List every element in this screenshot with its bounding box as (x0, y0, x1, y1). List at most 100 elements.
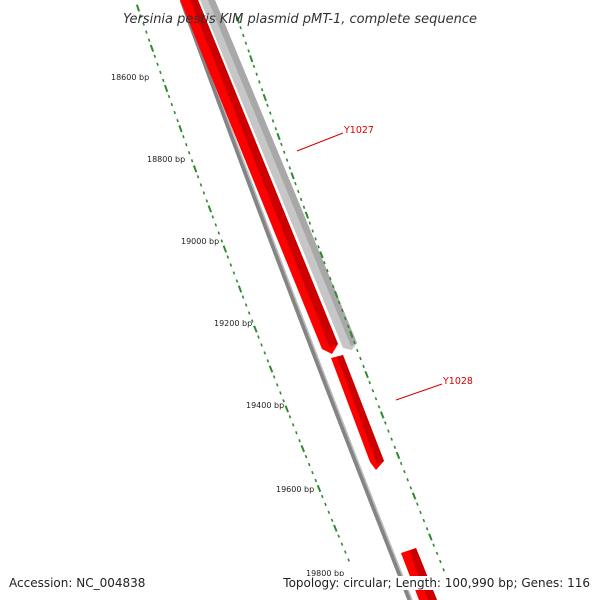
major-tick (207, 205, 213, 213)
major-tick (149, 44, 155, 52)
minor-tick (302, 205, 306, 209)
minor-tick (337, 534, 341, 538)
left-tick-track (135, 4, 350, 562)
major-tick (304, 211, 310, 219)
minor-tick (153, 54, 157, 58)
major-tick (379, 411, 385, 419)
minor-tick (346, 324, 350, 329)
minor-tick (442, 568, 445, 572)
minor-tick (439, 559, 442, 564)
minor-tick (331, 284, 335, 289)
minor-tick (156, 62, 159, 67)
topology-summary: Topology: circular; Length: 100,990 bp; … (283, 576, 590, 590)
major-tick (178, 125, 183, 133)
minor-tick (244, 41, 248, 45)
minor-tick (374, 397, 378, 401)
minor-tick (337, 300, 341, 305)
major-tick (319, 251, 324, 259)
minor-tick (214, 223, 218, 227)
minor-tick (326, 268, 329, 273)
minor-tick (255, 72, 258, 76)
minor-tick (139, 14, 143, 18)
minor-tick (187, 151, 191, 155)
minor-tick (390, 437, 393, 441)
tick-label-19800: 19800 bp (306, 569, 344, 578)
minor-tick (217, 231, 221, 235)
gene-red-feature-upper-shade (190, 0, 338, 348)
minor-tick (266, 359, 270, 363)
minor-tick (308, 221, 312, 225)
minor-tick (196, 175, 200, 179)
major-tick (253, 325, 258, 333)
minor-tick (298, 439, 301, 443)
major-tick (276, 132, 281, 141)
minor-tick (257, 335, 260, 339)
major-tick (135, 4, 141, 12)
minor-tick (409, 486, 413, 490)
major-tick (268, 365, 274, 373)
tick-label-18600: 18600 bp (111, 73, 149, 82)
gene-y1028-leader-line (395, 383, 443, 401)
minor-tick (307, 462, 311, 467)
major-tick (300, 445, 306, 453)
minor-tick (288, 166, 292, 170)
major-tick (192, 165, 198, 173)
major-tick (411, 492, 417, 500)
major-tick (333, 524, 338, 532)
minor-tick (432, 543, 436, 547)
minor-tick (239, 26, 242, 30)
minor-tick (202, 191, 206, 195)
tick-label-19200: 19200 bp (214, 319, 252, 328)
minor-tick (190, 159, 194, 163)
minor-tick (304, 454, 308, 459)
minor-tick (274, 127, 278, 131)
minor-tick (232, 271, 236, 275)
major-tick (290, 172, 295, 180)
minor-tick (387, 429, 390, 433)
minor-tick (275, 383, 279, 387)
tick-label-18800: 18800 bp (147, 155, 185, 164)
minor-tick (235, 279, 239, 283)
minor-tick (314, 478, 318, 483)
minor-tick (422, 518, 426, 523)
minor-tick (159, 70, 162, 75)
minor-tick (211, 215, 215, 219)
minor-tick (425, 527, 429, 531)
minor-tick (323, 261, 326, 265)
minor-tick (272, 375, 276, 379)
minor-tick (311, 470, 314, 475)
minor-tick (384, 421, 387, 425)
major-tick (262, 93, 267, 102)
minor-tick (320, 494, 324, 499)
minor-tick (340, 542, 344, 546)
minor-tick (403, 469, 406, 474)
minor-tick (314, 237, 317, 241)
minor-tick (269, 111, 272, 115)
minor-tick (297, 189, 300, 194)
tick-label-19000: 19000 bp (181, 237, 219, 246)
minor-tick (329, 276, 332, 281)
minor-tick (247, 311, 251, 315)
right-tick-track (235, 16, 445, 572)
gene-y1027-label[interactable]: Y1027 (343, 125, 374, 136)
minor-tick (271, 119, 275, 123)
minor-tick (416, 502, 419, 506)
minor-tick (266, 103, 269, 107)
minor-tick (311, 229, 314, 233)
minor-tick (353, 340, 356, 345)
minor-tick (142, 22, 145, 26)
minor-tick (199, 183, 203, 187)
minor-tick (344, 550, 347, 554)
minor-tick (435, 551, 439, 556)
gene-y1028-label[interactable]: Y1028 (442, 376, 473, 387)
minor-tick (294, 181, 297, 186)
major-tick (249, 55, 254, 63)
major-tick (334, 290, 339, 299)
minor-tick (260, 343, 263, 347)
minor-tick (167, 94, 171, 99)
gene-y1027-leader-line (296, 132, 344, 152)
minor-tick (260, 88, 264, 92)
major-tick (222, 245, 228, 253)
minor-tick (205, 199, 209, 203)
